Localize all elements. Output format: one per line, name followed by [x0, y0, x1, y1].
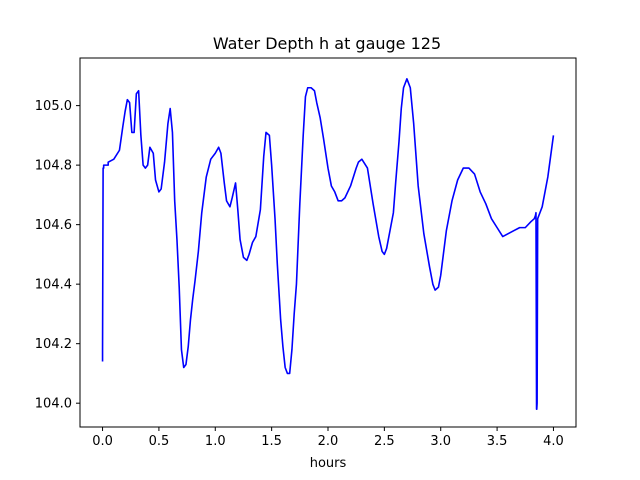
- x-tick-label: 1.5: [261, 434, 282, 449]
- x-axis: 0.0 0.5 1.0 1.5 2.0 2.5 3.0 3.5 4.0: [92, 427, 564, 449]
- x-tick-label: 0.5: [149, 434, 170, 449]
- series-line-0: [101, 78, 555, 410]
- x-tick-label: 4.0: [543, 434, 564, 449]
- y-tick-label: 104.4: [35, 278, 72, 293]
- y-tick-label: 104.6: [35, 218, 72, 233]
- x-tick-label: 3.5: [487, 434, 508, 449]
- y-tick-label: 104.8: [35, 159, 72, 174]
- x-tick-label: 3.0: [430, 434, 451, 449]
- y-axis: 104.0 104.2 104.4 104.6 104.8 105.0: [35, 99, 80, 412]
- chart-title: Water Depth h at gauge 125: [213, 34, 441, 53]
- y-tick-label: 104.2: [35, 337, 72, 352]
- x-tick-label: 1.0: [205, 434, 226, 449]
- x-axis-label: hours: [310, 456, 347, 471]
- y-tick-label: 105.0: [35, 99, 72, 114]
- x-tick-label: 0.0: [92, 434, 113, 449]
- plot-area-frame: [79, 57, 577, 428]
- y-tick-label: 104.0: [35, 397, 72, 412]
- x-tick-label: 2.0: [318, 434, 339, 449]
- x-tick-label: 2.5: [374, 434, 395, 449]
